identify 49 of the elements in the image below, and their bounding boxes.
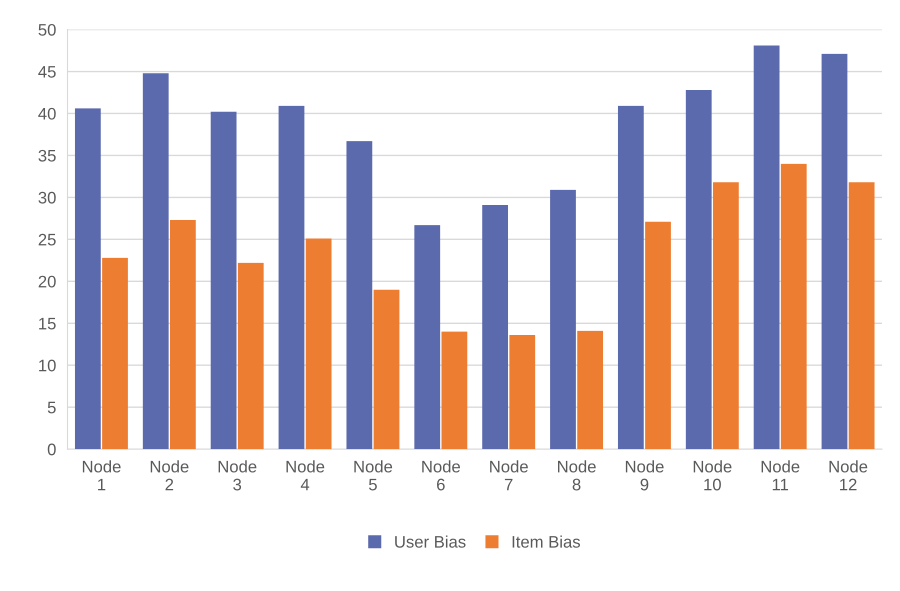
x-tick-label: Node 1 — [82, 460, 121, 490]
bar — [374, 290, 400, 450]
bar — [848, 182, 875, 450]
bar — [577, 330, 604, 450]
y-tick-label: 20 — [38, 276, 56, 288]
bar — [550, 190, 576, 450]
bar — [170, 220, 196, 450]
y-tick-label: 50 — [38, 24, 56, 36]
bar — [74, 108, 101, 450]
bar — [618, 106, 644, 450]
legend-label: User Bias — [395, 535, 466, 548]
bar — [441, 332, 468, 450]
x-tick-label: Node 7 — [490, 460, 528, 490]
bar — [142, 73, 169, 450]
y-tick-label: 15 — [39, 318, 56, 330]
bar — [712, 182, 739, 450]
y-tick-label: 40 — [38, 108, 56, 120]
y-tick-label: 35 — [38, 150, 56, 162]
x-tick-label: Node 3 — [218, 460, 256, 490]
x-tick-label: Node 2 — [150, 460, 188, 490]
x-tick-label: Node 11 — [762, 460, 800, 490]
bar — [238, 262, 264, 450]
bar — [780, 164, 807, 450]
y-tick-label: 25 — [38, 234, 56, 246]
x-tick-label: Node 12 — [830, 460, 868, 490]
y-tick-label: 10 — [39, 360, 56, 372]
x-tick-label: Node 9 — [626, 460, 664, 490]
y-tick-label: 30 — [38, 192, 56, 204]
bar — [210, 112, 237, 450]
bar — [102, 258, 128, 450]
x-tick-label: Node 8 — [558, 460, 596, 490]
x-tick-label: Node 4 — [286, 460, 324, 490]
y-tick-label: 45 — [38, 66, 56, 78]
bar — [482, 204, 508, 450]
legend-label: Item Bias — [512, 535, 580, 548]
y-tick-label: 0 — [48, 444, 56, 456]
bar — [414, 225, 440, 450]
bar — [822, 54, 848, 450]
bar — [306, 238, 332, 450]
x-tick-label: Node 10 — [694, 460, 732, 490]
bar — [346, 141, 372, 450]
bar — [754, 45, 780, 450]
bar — [686, 90, 712, 450]
bar — [278, 106, 304, 450]
bar — [645, 222, 671, 450]
bar — [509, 335, 536, 450]
x-tick-label: Node 6 — [422, 460, 460, 490]
y-tick-label: 5 — [48, 402, 56, 414]
x-tick-label: Node 5 — [354, 460, 392, 490]
